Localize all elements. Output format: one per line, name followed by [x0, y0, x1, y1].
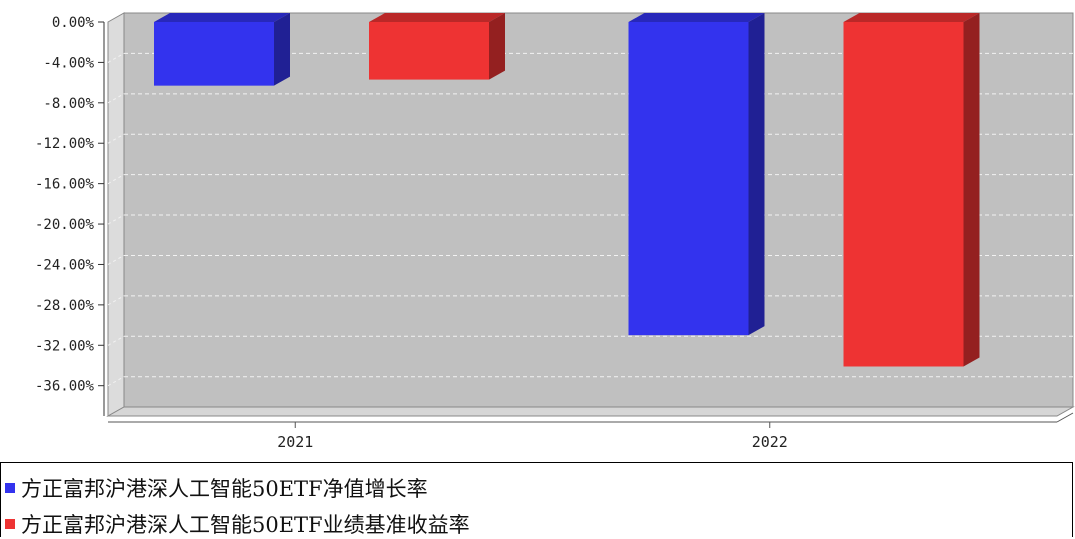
bar-top-face [843, 13, 980, 22]
y-tick-label: 0.00% [52, 15, 95, 31]
bar-side-face [274, 13, 290, 86]
bar-front-face [628, 22, 749, 336]
legend-label: 方正富邦沪港深人工智能50ETF业绩基准收益率 [21, 513, 470, 537]
legend-swatch-blue [5, 483, 15, 493]
chart-left-wall [107, 12, 125, 417]
x-tick-label: 2021 [277, 433, 313, 451]
x-axis-depth-line [1056, 412, 1074, 423]
bar-front-face [154, 22, 274, 86]
bar-top-face [628, 13, 765, 22]
y-tick-label: -24.00% [35, 257, 95, 273]
bar-side-face [489, 13, 505, 80]
legend-item: 方正富邦沪港深人工智能50ETF业绩基准收益率 [5, 509, 470, 539]
bar-front-face [369, 22, 489, 80]
y-tick-label: -16.00% [35, 177, 95, 193]
bar-2021-series-1 [154, 13, 290, 86]
bar-front-face [843, 22, 964, 367]
y-tick-label: -4.00% [43, 55, 94, 71]
legend: 方正富邦沪港深人工智能50ETF净值增长率 方正富邦沪港深人工智能50ETF业绩… [0, 462, 1073, 537]
y-tick-label: -36.00% [35, 379, 95, 395]
bar-2022-series-2 [843, 13, 980, 367]
bar-top-face [369, 13, 505, 22]
chart-floor [106, 406, 1075, 417]
y-tick-label: -12.00% [35, 136, 95, 152]
legend-label: 方正富邦沪港深人工智能50ETF净值增长率 [21, 477, 428, 501]
bar-side-face [748, 13, 765, 336]
legend-swatch-red [5, 519, 15, 529]
bar-2022-series-1 [628, 13, 765, 336]
bar-top-face [154, 13, 290, 22]
legend-item: 方正富邦沪港深人工智能50ETF净值增长率 [5, 473, 428, 503]
y-tick-label: -32.00% [35, 338, 95, 354]
bar-side-face [963, 13, 980, 367]
y-tick-label: -20.00% [35, 217, 95, 233]
x-tick-label: 2022 [752, 433, 788, 451]
bar-chart: 0.00% -4.00% -8.00% -12.00% -16.00% -20.00% -2… [35, 12, 1075, 451]
y-tick-label: -8.00% [43, 96, 94, 112]
y-tick-label: -28.00% [35, 298, 95, 314]
bar-2021-series-2 [369, 13, 505, 80]
